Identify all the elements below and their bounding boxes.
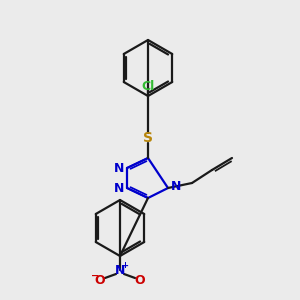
- Text: +: +: [122, 262, 128, 271]
- Text: O: O: [135, 274, 145, 286]
- Text: N: N: [171, 179, 181, 193]
- Text: O: O: [95, 274, 105, 286]
- Text: N: N: [115, 263, 125, 277]
- Text: N: N: [114, 161, 124, 175]
- Text: S: S: [143, 131, 153, 145]
- Text: N: N: [114, 182, 124, 194]
- Text: −: −: [91, 271, 99, 281]
- Text: Cl: Cl: [141, 80, 154, 92]
